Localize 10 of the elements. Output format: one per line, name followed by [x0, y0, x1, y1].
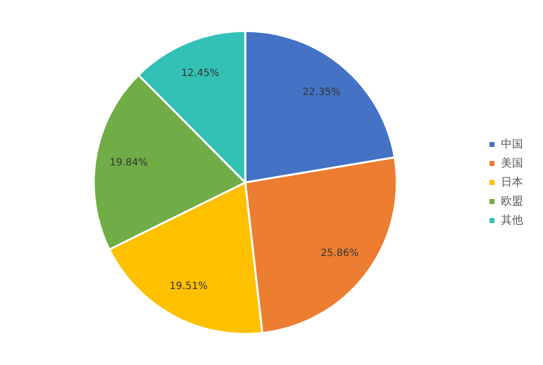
legend-label: 美国 — [501, 156, 523, 170]
data-label: 19.84% — [110, 158, 148, 169]
data-label: 19.51% — [170, 280, 208, 292]
data-label: 25.86% — [320, 248, 359, 260]
legend-label: 日本 — [501, 175, 523, 188]
data-label: 22.35% — [302, 86, 341, 98]
legend-label: 中国 — [501, 137, 523, 150]
data-label: 12.45% — [181, 68, 220, 79]
legend-label: 其他 — [501, 213, 523, 226]
legend-label: 欧盟 — [501, 194, 523, 208]
